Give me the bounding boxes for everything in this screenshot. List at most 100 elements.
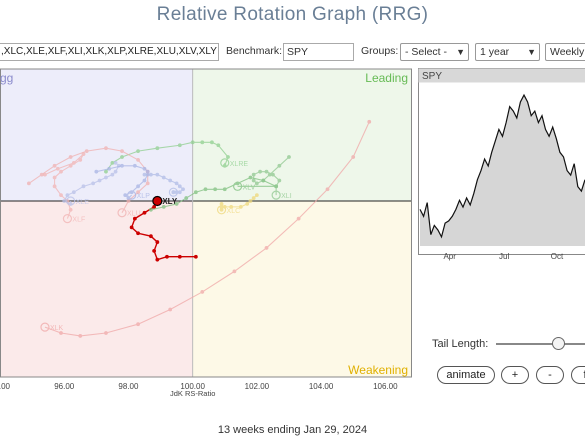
tail-head-point[interactable] (271, 190, 281, 200)
tail-point (155, 172, 160, 177)
groups-select[interactable]: - Select - ▼ (400, 43, 469, 61)
quadrant-weakening (192, 201, 411, 377)
tail-xli[interactable]: XLI (251, 155, 292, 200)
tail-length-slider[interactable] (496, 343, 585, 345)
benchmark-input[interactable]: SPY (283, 43, 354, 61)
tail-point (174, 202, 179, 206)
tail-head-point[interactable] (66, 196, 76, 206)
tail-point (232, 269, 237, 274)
tail-xlc[interactable]: XLC (216, 193, 259, 215)
tail-head-point[interactable] (168, 187, 178, 197)
frequency-select[interactable]: Weekly (545, 43, 585, 61)
tail-point (129, 225, 134, 230)
tail-head-point[interactable] (152, 195, 163, 207)
tail-point (248, 175, 253, 180)
tail-point (59, 169, 63, 174)
tail-point (226, 155, 230, 159)
tail-xlk[interactable]: XLK (40, 119, 372, 338)
tail-point (97, 178, 102, 183)
symbols-input[interactable]: ,XLC,XLE,XLF,XLI,XLK,XLP,XLRE,XLU,XLV,XL… (0, 43, 219, 61)
tail-point (155, 240, 160, 244)
tail-label: XLI (281, 193, 292, 200)
tail-xle[interactable]: XLE (62, 160, 121, 206)
tail-point (171, 190, 176, 195)
tail-xlf[interactable]: XLF (43, 152, 86, 224)
tail-head-point[interactable] (216, 205, 227, 215)
tail-point (193, 254, 198, 259)
tail-point (52, 184, 57, 189)
tail-point (251, 178, 256, 183)
fourth-button[interactable]: f (571, 366, 585, 384)
tail-head-point[interactable] (220, 158, 230, 168)
tail-point (367, 119, 372, 124)
tail-label: XLRE (230, 161, 249, 168)
benchmark-x-tick-label: Oct (551, 252, 564, 261)
tail-point (161, 204, 166, 209)
period-select[interactable]: 1 year ▼ (475, 43, 540, 61)
tail-xlre[interactable]: XLRE (104, 140, 249, 174)
tail-point (136, 149, 140, 154)
zoom-out-button[interactable]: - (536, 366, 564, 384)
tail-point (168, 307, 173, 312)
benchmark-chart: SPY Apr Jul Oct (418, 68, 585, 264)
tail-point (136, 190, 140, 195)
tail-xly[interactable]: XLY (129, 195, 198, 262)
tail-series-10[interactable] (142, 172, 185, 197)
tail-point (94, 169, 99, 174)
tail-point (43, 172, 47, 177)
controls: Tail Length: animate + - f (420, 335, 585, 395)
tail-point (264, 246, 269, 250)
tail-point (62, 199, 67, 203)
tail-point (168, 178, 173, 183)
tail-point (177, 254, 182, 259)
tail-point (52, 175, 57, 180)
tail-point (78, 158, 83, 162)
tail-xlu[interactable]: XLU (26, 146, 150, 218)
tail-head-point[interactable] (40, 322, 50, 332)
tail-label: XLF (72, 217, 85, 224)
tail-point (136, 231, 140, 236)
quadrant-label-lagging: gg (0, 71, 13, 85)
quadrant-lagging (0, 201, 193, 377)
tail-point (238, 204, 243, 209)
tail-head-point[interactable] (62, 214, 73, 224)
tail-point (26, 181, 31, 186)
tail-head-point[interactable] (127, 190, 137, 200)
tail-point (71, 190, 76, 195)
tail-point (216, 143, 221, 148)
tail-point (184, 196, 189, 200)
tail-point (264, 169, 269, 174)
tail-length-label: Tail Length: (432, 338, 489, 350)
benchmark-x-ticks: Apr Jul Oct (443, 252, 563, 261)
tail-point (177, 143, 182, 148)
tail-point (104, 175, 108, 180)
tail-point (181, 187, 185, 192)
tail-point (200, 140, 205, 145)
quadrant-leading (192, 69, 411, 201)
tail-length-slider-handle[interactable] (551, 337, 565, 350)
x-tick-label: 104.00 (309, 382, 334, 391)
tail-point (120, 163, 124, 168)
groups-label: Groups: (361, 45, 399, 57)
tail-point (219, 207, 224, 212)
tail-point (165, 254, 169, 259)
x-tick-label: 94.00 (0, 382, 11, 391)
tail-point (177, 184, 182, 189)
animate-button[interactable]: animate (437, 366, 495, 384)
tail-head-point[interactable] (233, 181, 243, 191)
tail-point (68, 207, 73, 212)
tail-point (200, 290, 205, 294)
x-axis-ticks: 94.00 96.00 98.00 100.00 102.00 104.00 106.00 (0, 382, 398, 391)
tail-point (274, 184, 279, 189)
tail-point (142, 210, 147, 215)
tail-label: XLK (50, 325, 64, 332)
tail-point (155, 146, 160, 151)
x-axis-label: JdK RS-Ratio (170, 389, 215, 398)
x-tick-label: 100.00 (180, 382, 205, 391)
zoom-in-button[interactable]: + (501, 366, 529, 384)
benchmark-plot: SPY Apr Jul Oct (418, 68, 585, 261)
tail-point (68, 163, 73, 168)
tail-point (229, 204, 234, 209)
tail-head-point[interactable] (117, 208, 127, 218)
